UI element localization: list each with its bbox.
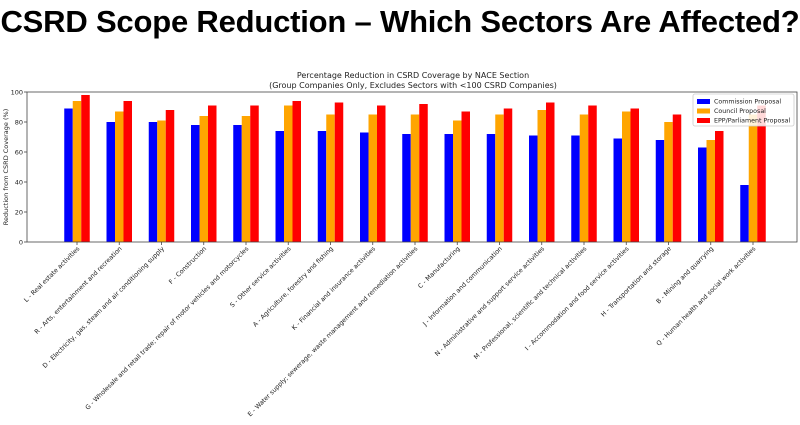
bar-commission bbox=[275, 131, 284, 242]
bar-parliament bbox=[715, 131, 724, 242]
legend-label: EPP/Parliament Proposal bbox=[714, 118, 790, 125]
bar-commission bbox=[148, 122, 158, 242]
y-tick-label: 40 bbox=[15, 178, 23, 186]
bar-parliament bbox=[757, 105, 766, 242]
bar-commission bbox=[613, 138, 622, 242]
bar-commission bbox=[698, 147, 707, 242]
bar-commission bbox=[740, 185, 749, 242]
bar-parliament bbox=[81, 95, 90, 242]
bar-parliament bbox=[250, 105, 259, 242]
bar-council bbox=[284, 105, 293, 242]
page-headline: CSRD Scope Reduction – Which Sectors Are… bbox=[0, 4, 800, 39]
plot-frame bbox=[26, 91, 798, 243]
bar-commission bbox=[402, 134, 411, 242]
x-tick-label: F - Construction bbox=[168, 245, 208, 285]
legend: Commission Proposal Council Proposal EPP/P… bbox=[692, 93, 795, 127]
bars-group bbox=[64, 95, 766, 242]
bar-council bbox=[579, 114, 589, 242]
bar-commission bbox=[191, 125, 200, 242]
bar-commission bbox=[571, 135, 580, 242]
y-axis: 0 20 40 60 80 100 bbox=[11, 88, 27, 246]
bar-council bbox=[537, 110, 546, 242]
y-tick-label: 100 bbox=[11, 88, 23, 96]
bar-parliament bbox=[123, 101, 132, 242]
bar-commission bbox=[529, 135, 538, 242]
chart-subtitle: (Group Companies Only, Excludes Sectors … bbox=[269, 81, 557, 90]
legend-label: Council Proposal bbox=[714, 108, 766, 115]
legend-box bbox=[692, 93, 795, 127]
chart-title: Percentage Reduction in CSRD Coverage by… bbox=[297, 71, 529, 80]
bar-parliament bbox=[334, 102, 344, 242]
bar-council bbox=[157, 120, 166, 242]
bar-commission bbox=[486, 134, 496, 242]
bar-council bbox=[622, 111, 631, 242]
bar-parliament bbox=[419, 104, 428, 242]
bar-council bbox=[410, 114, 420, 242]
bar-parliament bbox=[588, 105, 597, 242]
bar-council bbox=[495, 114, 504, 242]
legend-label: Commission Proposal bbox=[714, 99, 781, 106]
bar-council bbox=[368, 114, 377, 242]
y-tick-label: 80 bbox=[15, 118, 23, 126]
bar-parliament bbox=[208, 105, 217, 242]
bar-council bbox=[706, 140, 715, 242]
x-tick-label: Q - Human health and social work activit… bbox=[655, 245, 757, 347]
y-axis-label: Reduction from CSRD Coverage (%) bbox=[2, 109, 10, 225]
bar-council bbox=[453, 120, 462, 242]
bar-commission bbox=[64, 108, 73, 242]
legend-swatch bbox=[697, 118, 710, 123]
bar-council bbox=[664, 122, 673, 242]
bar-parliament bbox=[546, 102, 555, 242]
bar-parliament bbox=[461, 111, 470, 242]
legend-swatch bbox=[697, 108, 710, 114]
bar-parliament bbox=[377, 105, 386, 242]
x-tick-label: J - Information and communication bbox=[421, 245, 504, 328]
bar-parliament bbox=[165, 110, 175, 242]
x-tick-label: A - Agriculture, forestry and fishing bbox=[252, 245, 335, 328]
bar-commission bbox=[444, 134, 453, 242]
x-tick-label: E - Water supply; sewerage, waste manage… bbox=[247, 245, 420, 418]
bar-council bbox=[199, 116, 208, 242]
bar-council bbox=[115, 111, 124, 242]
y-tick-label: 60 bbox=[15, 148, 23, 156]
bar-council bbox=[748, 114, 758, 242]
legend-swatch bbox=[697, 99, 710, 104]
x-tick-label: C - Manufacturing bbox=[417, 245, 462, 290]
bar-parliament bbox=[292, 101, 301, 242]
bar-parliament bbox=[503, 108, 513, 242]
bar-council bbox=[241, 116, 251, 242]
bar-commission bbox=[655, 140, 665, 242]
bar-parliament bbox=[672, 114, 682, 242]
x-tick-label: K - Financial and insurance activities bbox=[291, 245, 377, 331]
bar-commission bbox=[317, 131, 327, 242]
bar-commission bbox=[106, 122, 115, 242]
y-tick-label: 20 bbox=[15, 208, 23, 216]
x-tick-label: G - Wholesale and retail trade; repair o… bbox=[84, 245, 250, 411]
bar-parliament bbox=[630, 108, 639, 242]
bar-commission bbox=[360, 132, 369, 242]
bar-commission bbox=[233, 125, 242, 242]
y-tick-label: 0 bbox=[19, 238, 23, 246]
x-tick-label: H - Transportation and storage bbox=[600, 245, 673, 318]
bar-council bbox=[326, 114, 335, 242]
bar-council bbox=[72, 101, 82, 242]
x-tick-label: R - Arts, entertainment and recreation bbox=[33, 245, 123, 335]
